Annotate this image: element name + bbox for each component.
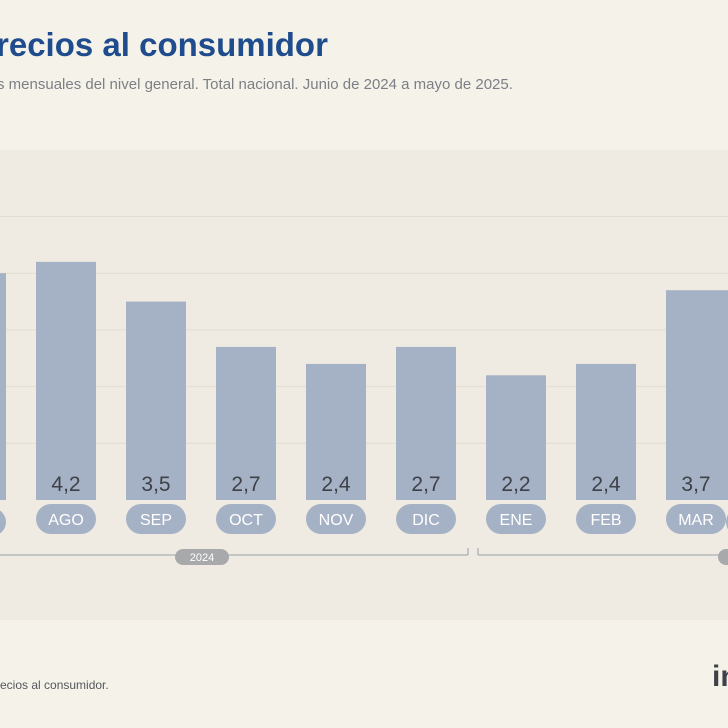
category-label: NOV <box>319 512 354 529</box>
category-label: MAR <box>678 512 714 529</box>
bar <box>666 290 726 500</box>
source-note: ecios al consumidor. <box>0 678 109 692</box>
bar-partial <box>726 290 728 500</box>
bar <box>576 363 636 500</box>
bar-value-label: 3,7 <box>681 473 710 496</box>
bar-value-label: 3,5 <box>141 473 170 496</box>
category-label: OCT <box>229 512 263 529</box>
category-label: SEP <box>140 512 172 529</box>
bar <box>306 363 366 500</box>
year-pill <box>175 549 229 565</box>
category-pill <box>126 504 186 534</box>
brand-logo: in <box>712 660 728 693</box>
bar-chart: 4,2 AGO 3,5 SEP 2,7 OCT 2,4 NOV 2,7 DIC 2,2 ENE 2,4 F… <box>0 216 728 565</box>
year-axis: 2024 <box>0 548 728 565</box>
bar <box>36 261 96 500</box>
category-pill <box>306 504 366 534</box>
bar-value-label: 2,4 <box>321 473 351 496</box>
chart-panel: 4,2 AGO 3,5 SEP 2,7 OCT 2,4 NOV 2,7 DIC 2,2 ENE 2,4 F… <box>0 150 728 620</box>
category-pill <box>576 504 636 534</box>
bar-partial <box>0 273 6 500</box>
category-label: ENE <box>500 512 533 529</box>
category-pill <box>36 504 96 534</box>
category-pill <box>486 504 546 534</box>
category-label: FEB <box>590 512 621 529</box>
bar <box>396 346 456 500</box>
category-pill-partial <box>0 510 6 534</box>
bar-value-label: 4,2 <box>51 473 80 496</box>
year-label: 2024 <box>190 552 214 564</box>
bar <box>216 346 276 500</box>
chart-title: recios al consumidor <box>0 26 328 63</box>
bar <box>486 375 546 500</box>
bar-value-label: 2,7 <box>411 473 440 496</box>
category-label: AGO <box>48 512 84 529</box>
labels: 4,2 AGO 3,5 SEP 2,7 OCT 2,4 NOV 2,7 DIC 2,2 ENE 2,4 F… <box>0 473 728 534</box>
bars <box>0 261 728 500</box>
bar-value-label: 2,2 <box>501 473 530 496</box>
category-pill <box>396 504 456 534</box>
bar-value-label: 2,7 <box>231 473 260 496</box>
category-pill <box>216 504 276 534</box>
category-label: DIC <box>412 512 440 529</box>
year-pill-partial <box>718 549 728 565</box>
bar-value-label: 2,4 <box>591 473 621 496</box>
category-pill <box>666 504 726 534</box>
chart-subtitle: s mensuales del nivel general. Total nac… <box>0 76 513 93</box>
bar <box>126 301 186 500</box>
